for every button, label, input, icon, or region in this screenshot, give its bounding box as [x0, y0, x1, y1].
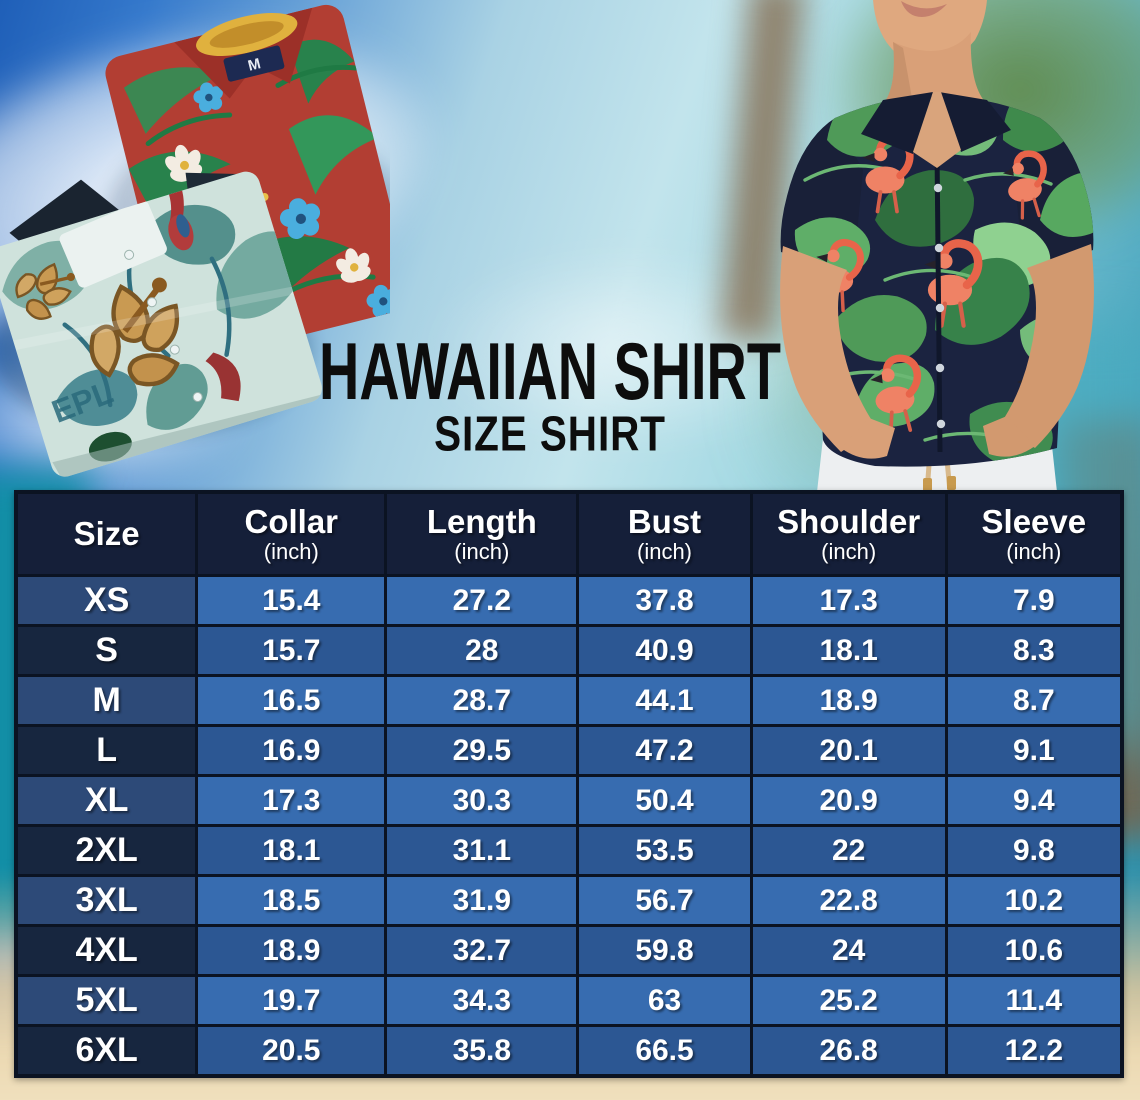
value-cell: 18.1	[752, 627, 945, 674]
model-head	[873, 0, 987, 104]
value-cell: 20.9	[752, 777, 945, 824]
size-chart-table: Size Collar (inch) Length (inch) Bust (inch) Sh…	[14, 490, 1124, 1078]
header-cell: Size	[18, 494, 196, 574]
value-cell: 9.4	[947, 777, 1120, 824]
value-cell: 28.7	[387, 677, 577, 724]
value-cell: 20.1	[752, 727, 945, 774]
value-cell: 59.8	[579, 927, 750, 974]
header-label: Bust	[627, 503, 702, 541]
value-cell: 53.5	[579, 827, 750, 874]
header-cell: Bust (inch)	[579, 494, 750, 574]
value-cell: 66.5	[579, 1027, 750, 1074]
value-cell: 15.7	[198, 627, 385, 674]
value-cell: 11.4	[947, 977, 1120, 1024]
header-label: Shoulder	[777, 503, 921, 541]
value-cell: 8.3	[947, 627, 1120, 674]
value-cell: 63	[579, 977, 750, 1024]
value-cell: 25.2	[752, 977, 945, 1024]
value-cell: 31.1	[387, 827, 577, 874]
header-label: Size	[73, 515, 140, 553]
value-cell: 9.8	[947, 827, 1120, 874]
value-cell: 28	[387, 627, 577, 674]
size-cell: 3XL	[18, 877, 196, 924]
value-cell: 29.5	[387, 727, 577, 774]
value-cell: 7.9	[947, 577, 1120, 624]
value-cell: 32.7	[387, 927, 577, 974]
size-cell: 2XL	[18, 827, 196, 874]
value-cell: 26.8	[752, 1027, 945, 1074]
value-cell: 18.9	[752, 677, 945, 724]
value-cell: 12.2	[947, 1027, 1120, 1074]
value-cell: 56.7	[579, 877, 750, 924]
value-cell: 31.9	[387, 877, 577, 924]
value-cell: 40.9	[579, 627, 750, 674]
value-cell: 50.4	[579, 777, 750, 824]
value-cell: 10.6	[947, 927, 1120, 974]
size-cell: XS	[18, 577, 196, 624]
value-cell: 24	[752, 927, 945, 974]
header-label: Collar	[244, 503, 339, 541]
size-cell: 6XL	[18, 1027, 196, 1074]
value-cell: 18.5	[198, 877, 385, 924]
size-cell: XL	[18, 777, 196, 824]
header-unit-label: (inch)	[454, 538, 510, 564]
value-cell: 15.4	[198, 577, 385, 624]
value-cell: 22.8	[752, 877, 945, 924]
value-cell: 34.3	[387, 977, 577, 1024]
value-cell: 44.1	[579, 677, 750, 724]
size-cell: L	[18, 727, 196, 774]
page-subtitle: SIZE SHIRT	[434, 407, 666, 462]
value-cell: 16.5	[198, 677, 385, 724]
value-cell: 18.9	[198, 927, 385, 974]
header-cell: Length (inch)	[387, 494, 577, 574]
value-cell: 30.3	[387, 777, 577, 824]
value-cell: 37.8	[579, 577, 750, 624]
title-block: HAWAIIAN SHIRT SIZE SHIRT	[280, 332, 820, 462]
page-title: HAWAIIAN SHIRT	[319, 327, 781, 418]
value-cell: 19.7	[198, 977, 385, 1024]
value-cell: 35.8	[387, 1027, 577, 1074]
value-cell: 20.5	[198, 1027, 385, 1074]
value-cell: 16.9	[198, 727, 385, 774]
value-cell: 47.2	[579, 727, 750, 774]
size-cell: S	[18, 627, 196, 674]
header-cell: Collar (inch)	[198, 494, 385, 574]
size-cell: 4XL	[18, 927, 196, 974]
value-cell: 10.2	[947, 877, 1120, 924]
value-cell: 27.2	[387, 577, 577, 624]
header-unit-label: (inch)	[637, 538, 693, 564]
header-cell: Sleeve (inch)	[947, 494, 1120, 574]
header-label: Length	[426, 503, 537, 541]
value-cell: 22	[752, 827, 945, 874]
value-cell: 9.1	[947, 727, 1120, 774]
size-cell: 5XL	[18, 977, 196, 1024]
header-label: Sleeve	[981, 503, 1087, 541]
size-cell: M	[18, 677, 196, 724]
header-unit-label: (inch)	[821, 538, 877, 564]
value-cell: 17.3	[198, 777, 385, 824]
header-unit-label: (inch)	[1006, 538, 1062, 564]
header-unit-label: (inch)	[263, 538, 319, 564]
value-cell: 8.7	[947, 677, 1120, 724]
header-cell: Shoulder (inch)	[752, 494, 945, 574]
button-placket	[934, 149, 943, 453]
value-cell: 17.3	[752, 577, 945, 624]
value-cell: 18.1	[198, 827, 385, 874]
